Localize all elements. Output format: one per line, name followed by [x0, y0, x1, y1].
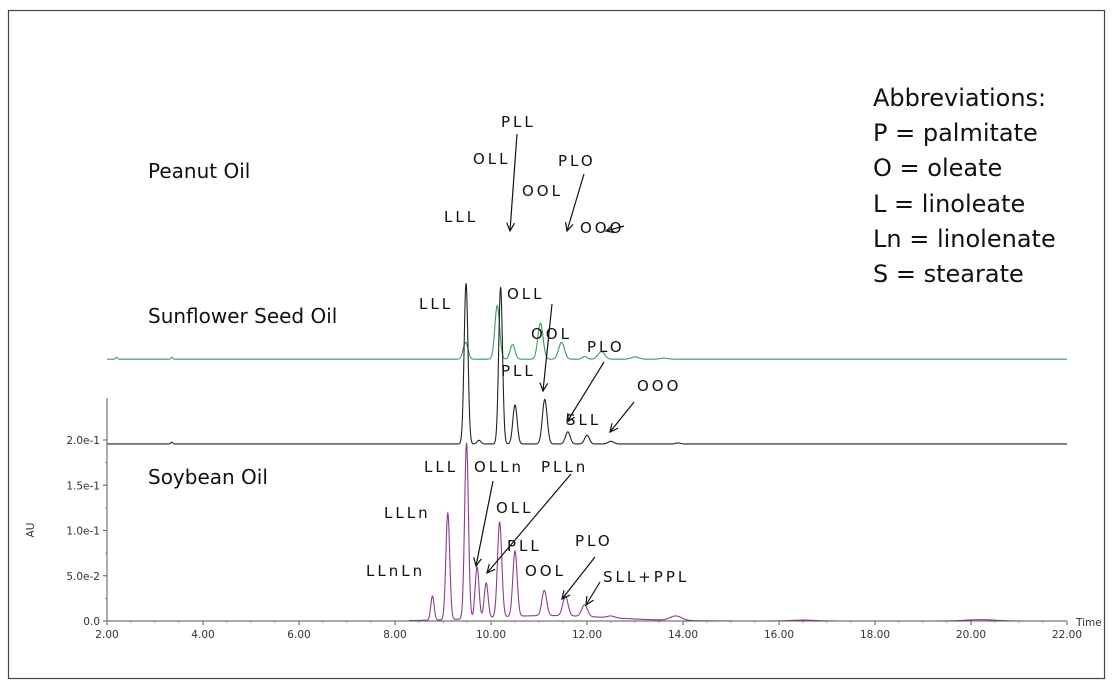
figure-border	[7, 9, 1106, 680]
peak-label: PLL	[507, 537, 542, 555]
abbreviation-item: S = stearate	[873, 260, 1024, 288]
x-axis-label: Time	[1075, 617, 1102, 629]
peak-label: PLO	[575, 532, 613, 550]
peak-label: OLL	[473, 150, 511, 168]
peak-label: PLLn	[541, 458, 588, 476]
annotation-arrow-line	[509, 133, 518, 232]
annotation-arrow-head	[473, 557, 482, 568]
x-tick-label: 16.00	[764, 629, 794, 641]
peak-label: LLL	[444, 208, 478, 226]
annotation-arrow-head	[566, 412, 575, 424]
annotation-arrow-line	[542, 303, 553, 392]
y-tick-label: 2.0e-1	[66, 435, 100, 447]
soybean-peak-labels: LLL OLLn PLLn LLLn OLL PLL LLnLn OOL PLO…	[366, 458, 689, 586]
axes-layer: 2.00 4.00 6.00 8.00 10.00 12.00 14.00 16.00 18.0…	[25, 398, 1102, 641]
x-tick-label: 10.00	[476, 629, 506, 641]
peak-label: OOL	[525, 562, 566, 580]
y-tick-label: 1.5e-1	[66, 480, 100, 492]
peak-label: LLL	[419, 295, 453, 313]
x-tick-label: 18.00	[860, 629, 890, 641]
annotation-arrow-head	[609, 423, 619, 434]
x-tick-label: 20.00	[956, 629, 986, 641]
peak-label: OOO	[637, 377, 681, 395]
y-axis-label: AU	[25, 523, 37, 538]
x-tick-label: 4.00	[191, 629, 214, 641]
annotation-arrow-line	[561, 556, 596, 600]
sample-label-peanut: Peanut Oil	[148, 159, 250, 183]
peak-label: SLL	[566, 411, 601, 429]
peak-label: LLLn	[384, 504, 431, 522]
annotation-arrow-line	[475, 480, 494, 567]
peak-label: LLL	[424, 458, 458, 476]
abbreviation-item: L = linoleate	[873, 190, 1025, 218]
peak-label: SLL+PPL	[603, 568, 689, 586]
x-tick-label: 2.00	[95, 629, 118, 641]
annotation-arrows	[473, 133, 635, 607]
sample-label-soybean: Soybean Oil	[148, 465, 268, 489]
annotation-arrow-head	[564, 222, 574, 233]
trace-line-peanut-oil	[107, 305, 1067, 360]
annotation-arrow-line	[566, 173, 585, 232]
annotation-arrow-head	[539, 382, 549, 393]
abbreviation-item: Ln = linolenate	[873, 225, 1056, 253]
annotation-arrow-head	[486, 564, 496, 575]
x-tick-label: 8.00	[383, 629, 406, 641]
abbreviation-item: O = oleate	[873, 154, 1002, 182]
annotation-arrow-line	[605, 225, 625, 232]
peak-label: PLO	[587, 338, 625, 356]
y-tick-label: 5.0e-2	[66, 571, 100, 583]
peak-label: PLL	[501, 362, 536, 380]
abbreviation-item: P = palmitate	[873, 119, 1038, 147]
peak-label: OLL	[496, 499, 534, 517]
peak-label: OOL	[531, 325, 572, 343]
annotation-arrow-head	[585, 595, 594, 607]
annotation-arrow-line	[585, 581, 601, 606]
x-tick-label: 22.00	[1052, 629, 1082, 641]
annotation-arrow-head	[506, 222, 516, 233]
x-tick-label: 6.00	[287, 629, 310, 641]
x-tick-label: 12.00	[572, 629, 602, 641]
sample-label-sunflower: Sunflower Seed Oil	[148, 304, 337, 328]
peak-label: PLO	[558, 152, 596, 170]
y-tick-label: 1.0e-1	[66, 526, 100, 538]
abbreviations-box: Abbreviations: P = palmitate O = oleate …	[873, 84, 1056, 288]
abbreviations-title: Abbreviations:	[873, 84, 1046, 112]
peak-label: OLL	[507, 285, 545, 303]
annotation-arrow-line	[609, 401, 635, 433]
x-tick-label: 14.00	[668, 629, 698, 641]
annotation-arrow-head	[604, 224, 615, 234]
y-tick-label: 0.0	[83, 616, 100, 628]
sunflower-peak-labels: LLL OLL OOL PLO PLL SLL OOO	[419, 285, 681, 429]
trace-line-sunflower-seed-oil	[107, 283, 1067, 445]
annotation-arrow-head	[561, 590, 571, 601]
peak-label: OLLn	[474, 458, 524, 476]
peak-label: PLL	[501, 113, 536, 131]
annotation-arrow-line	[566, 361, 605, 423]
peak-label: OOL	[522, 182, 563, 200]
peak-label: LLnLn	[366, 562, 425, 580]
annotation-arrow-line	[486, 473, 572, 574]
